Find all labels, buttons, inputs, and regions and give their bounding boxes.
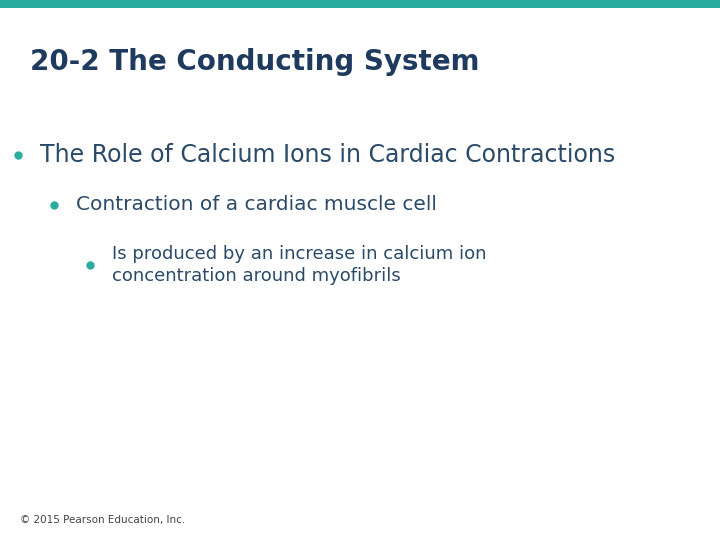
Text: © 2015 Pearson Education, Inc.: © 2015 Pearson Education, Inc. (20, 515, 185, 525)
Text: Contraction of a cardiac muscle cell: Contraction of a cardiac muscle cell (76, 195, 436, 214)
Text: The Role of Calcium Ions in Cardiac Contractions: The Role of Calcium Ions in Cardiac Cont… (40, 143, 615, 167)
Text: 20-2 The Conducting System: 20-2 The Conducting System (30, 48, 480, 76)
Text: Is produced by an increase in calcium ion
concentration around myofibrils: Is produced by an increase in calcium io… (112, 245, 486, 286)
Bar (0, 0, 720, 8)
